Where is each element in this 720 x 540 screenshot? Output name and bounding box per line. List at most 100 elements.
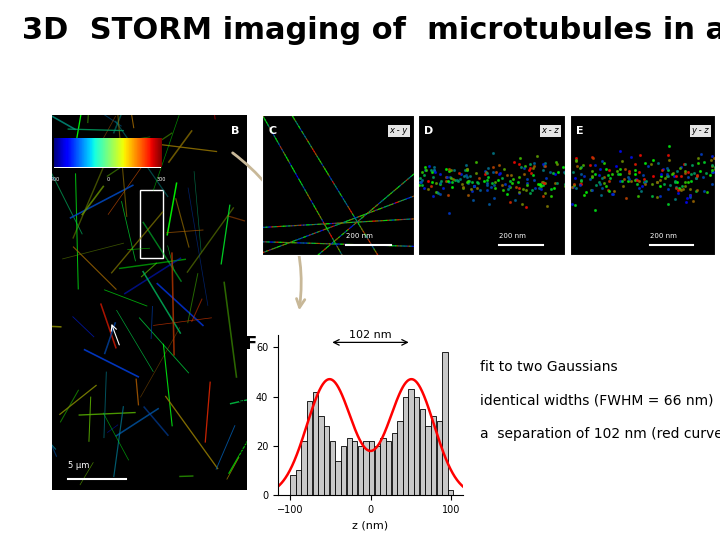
Point: [588, 153, 599, 162]
Point: [663, 156, 675, 165]
Point: [480, 168, 492, 177]
Point: [686, 160, 698, 169]
Point: [570, 153, 582, 162]
Point: [416, 176, 428, 185]
Point: [586, 166, 598, 175]
Point: [516, 163, 527, 171]
Bar: [290, 475, 295, 495]
Point: [512, 178, 523, 186]
Bar: [330, 441, 335, 495]
Point: [434, 190, 446, 198]
Point: [505, 171, 517, 179]
Point: [704, 170, 716, 179]
Point: [484, 200, 495, 208]
Point: [657, 166, 668, 174]
Point: [631, 175, 642, 184]
Point: [675, 163, 687, 171]
Point: [534, 181, 546, 190]
Point: [492, 176, 504, 184]
Bar: [392, 434, 397, 495]
Point: [695, 150, 706, 159]
Point: [528, 164, 539, 172]
Point: [510, 183, 522, 191]
Point: [645, 160, 657, 169]
Point: [675, 185, 687, 194]
Point: [578, 172, 590, 181]
Point: [441, 172, 452, 181]
Point: [670, 183, 682, 192]
Point: [502, 171, 513, 179]
Point: [575, 180, 587, 188]
Point: [466, 187, 477, 196]
Point: [576, 177, 588, 185]
Point: [706, 167, 717, 176]
Point: [449, 176, 461, 184]
Bar: [448, 490, 453, 495]
Point: [552, 167, 564, 176]
Point: [594, 165, 606, 174]
Point: [691, 172, 703, 181]
Point: [647, 156, 659, 165]
Bar: [436, 421, 442, 495]
Point: [654, 181, 666, 190]
Point: [518, 170, 530, 179]
Point: [493, 160, 505, 169]
Point: [458, 172, 469, 181]
Point: [614, 147, 626, 156]
Bar: [380, 438, 386, 495]
Text: B: B: [231, 126, 239, 136]
Point: [493, 170, 505, 178]
Point: [454, 174, 466, 183]
Point: [593, 171, 605, 180]
Bar: [414, 396, 420, 495]
Point: [518, 164, 530, 173]
Point: [461, 178, 472, 187]
Point: [639, 180, 651, 188]
Point: [706, 152, 718, 161]
Point: [681, 193, 693, 202]
Bar: [341, 446, 346, 495]
Point: [445, 166, 456, 174]
Point: [586, 152, 598, 161]
Text: fit to two Gaussians: fit to two Gaussians: [480, 360, 618, 374]
Point: [618, 174, 630, 183]
Point: [598, 159, 610, 167]
Point: [585, 160, 596, 169]
Point: [422, 177, 433, 185]
Point: [444, 208, 455, 217]
Point: [551, 157, 562, 166]
Point: [544, 167, 555, 176]
Point: [457, 183, 469, 191]
Point: [667, 169, 678, 178]
Bar: [402, 396, 408, 495]
Bar: [302, 441, 307, 495]
Point: [672, 186, 684, 195]
Point: [589, 161, 600, 170]
Point: [570, 156, 582, 164]
Point: [458, 183, 469, 192]
Point: [708, 153, 720, 162]
Point: [524, 164, 536, 172]
Point: [437, 184, 449, 192]
Point: [515, 153, 526, 162]
Point: [619, 165, 631, 173]
Point: [630, 166, 642, 174]
Text: 200 nm: 200 nm: [499, 233, 526, 239]
Bar: [140, 190, 163, 258]
Point: [598, 178, 610, 187]
Point: [488, 193, 500, 202]
Point: [706, 161, 718, 170]
Point: [449, 166, 460, 174]
Point: [521, 179, 533, 188]
Point: [600, 181, 612, 190]
Point: [429, 168, 441, 177]
Point: [462, 177, 474, 186]
Point: [670, 194, 681, 203]
Point: [585, 186, 597, 195]
Point: [668, 171, 680, 180]
Point: [575, 169, 587, 178]
Point: [684, 193, 696, 202]
Bar: [408, 389, 414, 495]
Bar: [336, 461, 341, 495]
Point: [425, 165, 436, 174]
